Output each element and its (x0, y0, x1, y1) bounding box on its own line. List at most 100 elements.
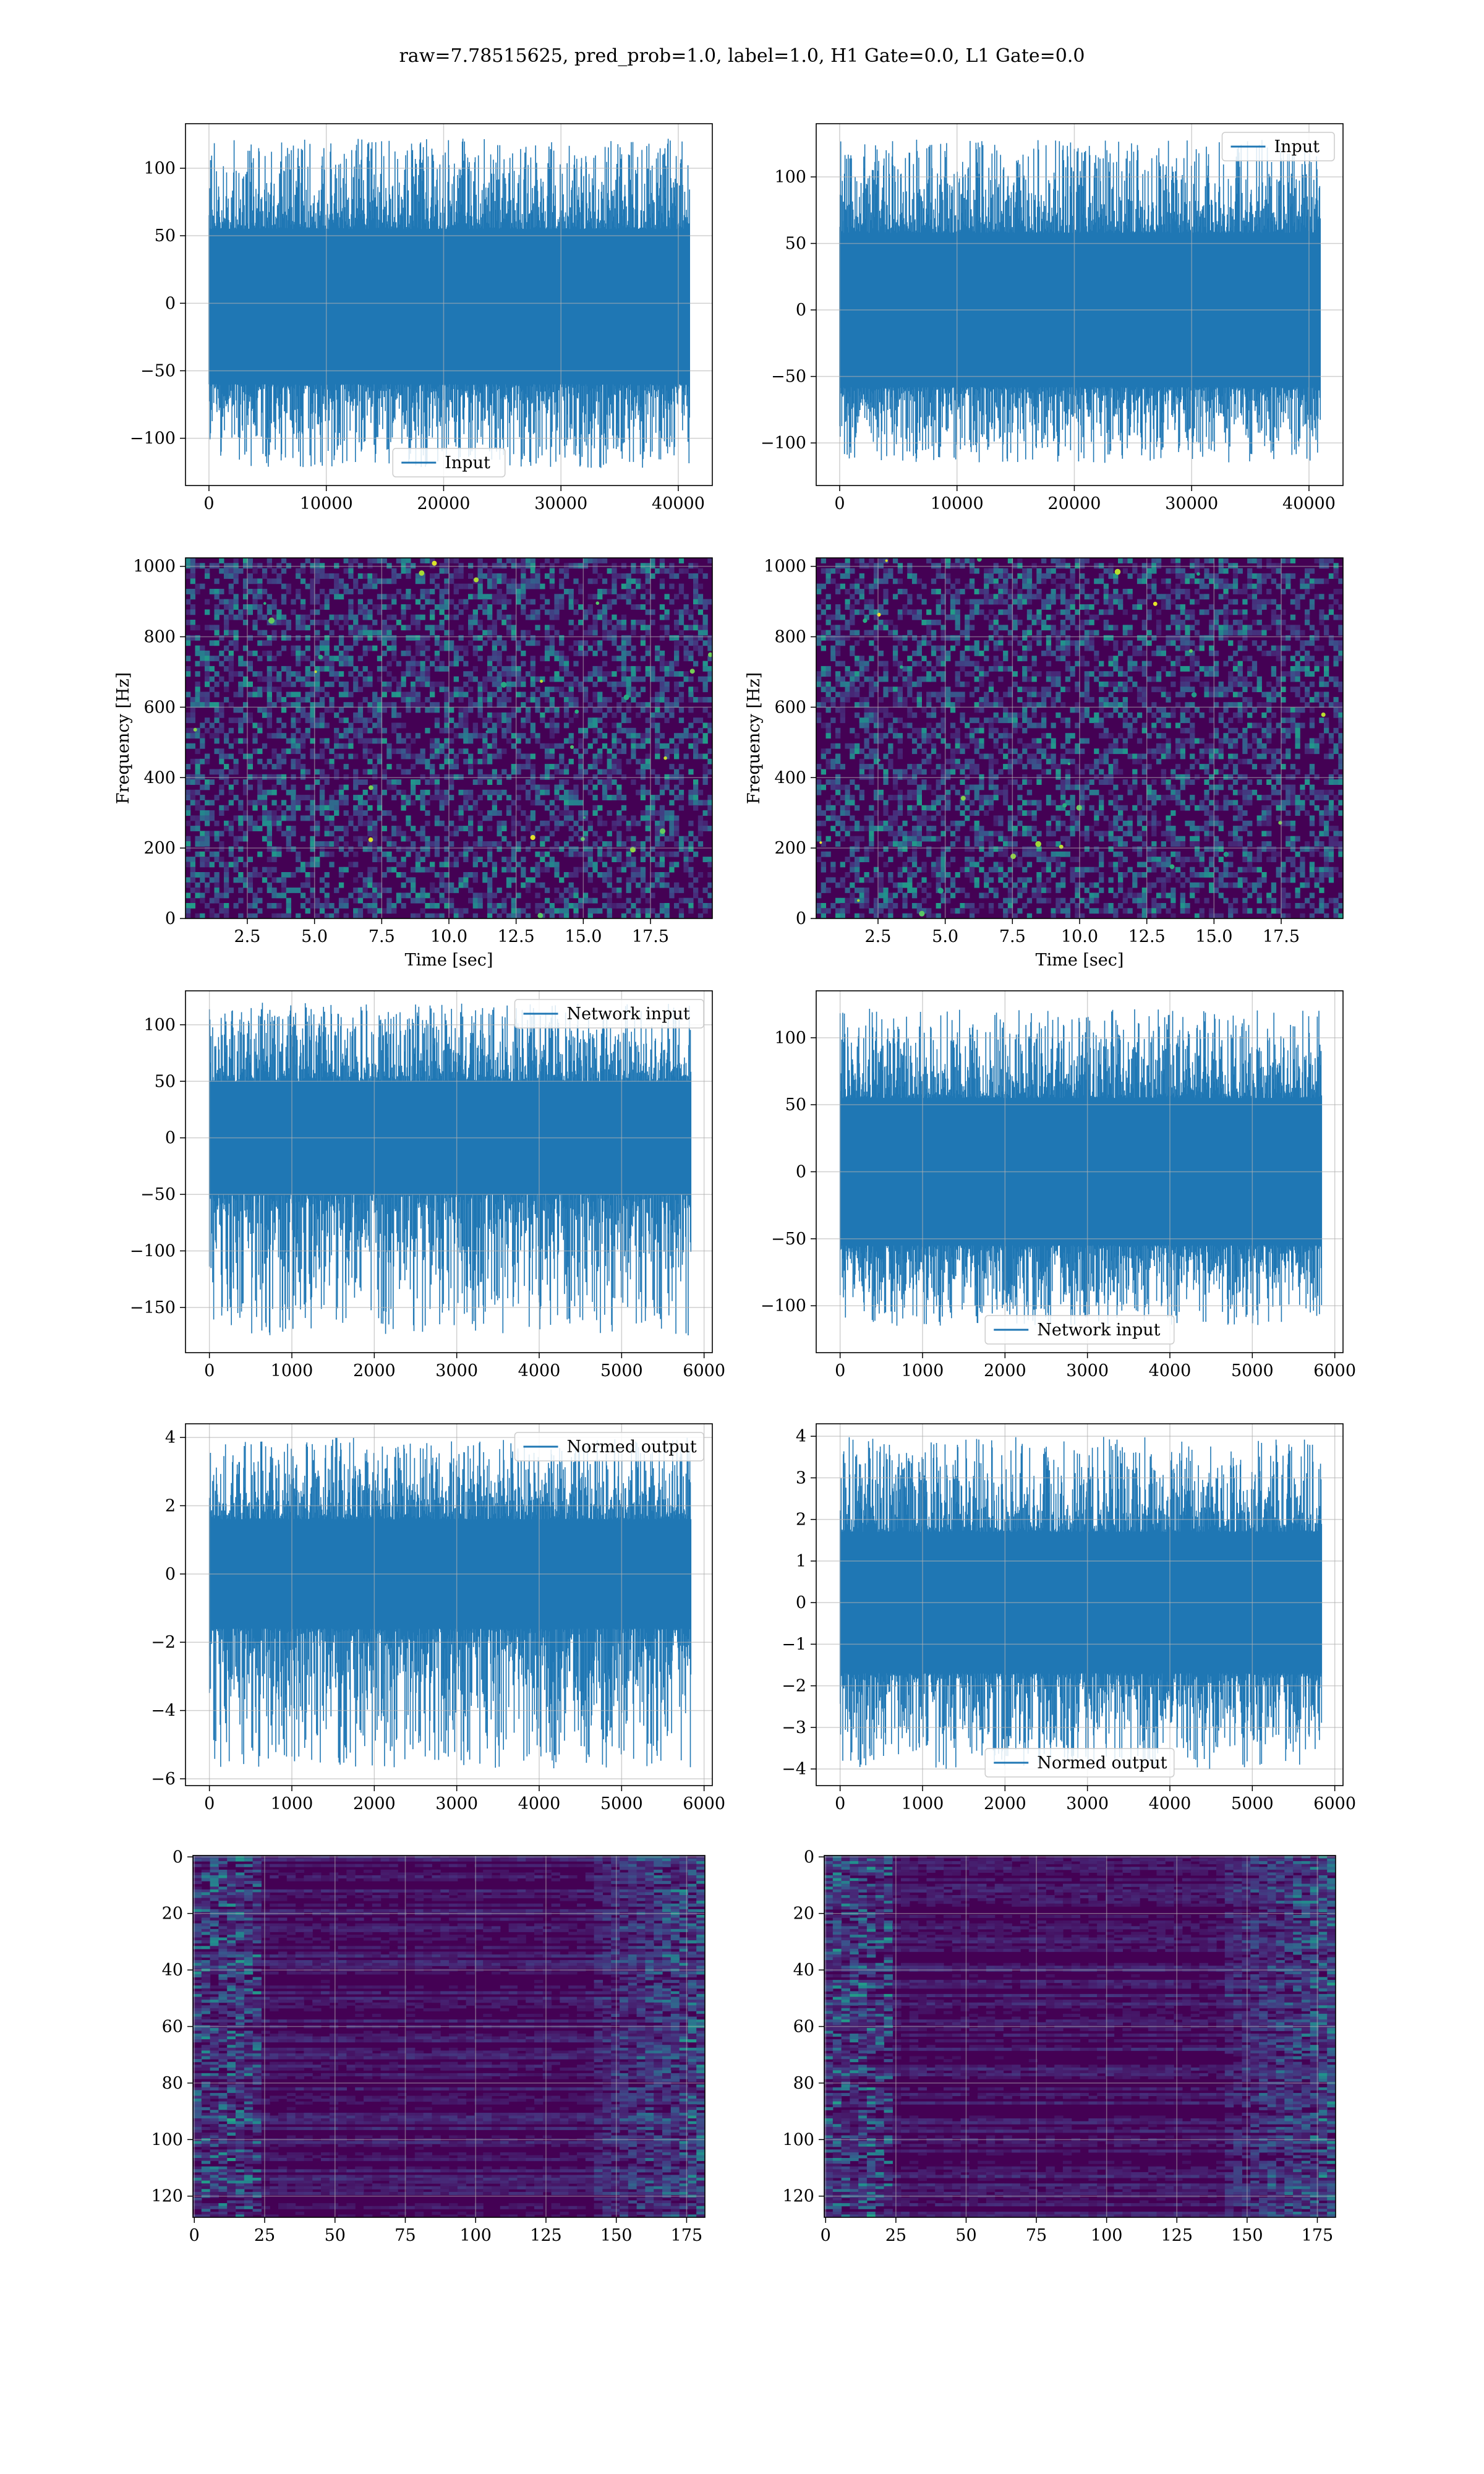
qtransform-l1-ytick-label: 400 (774, 768, 806, 787)
network-input-l1-xtick-label: 0 (835, 1361, 845, 1380)
network-input-l1-xtick-label: 2000 (984, 1361, 1026, 1380)
input-h1-xtick-label: 40000 (652, 494, 705, 513)
normed-output-l1-legend-label: Normed output (1037, 1753, 1167, 1773)
features-l1-xtick-label: 75 (1026, 2226, 1047, 2245)
qtransform-l1-ylabel: Frequency [Hz] (744, 672, 764, 804)
network-input-l1-xtick-label: 5000 (1231, 1361, 1274, 1380)
network-input-h1-legend-label: Network input (567, 1004, 690, 1024)
network-input-h1-ytick-label: 100 (143, 1016, 176, 1035)
input-h1-ytick-label: 50 (155, 226, 176, 246)
network-input-h1-ytick-label: −50 (140, 1185, 176, 1204)
input-l1-xtick-label: 20000 (1048, 494, 1101, 513)
features-h1-ytick-label: 100 (151, 2130, 183, 2149)
normed-output-l1-legend: Normed output (984, 1748, 1175, 1778)
input-h1-ytick-label: 100 (143, 159, 176, 178)
network-input-h1-xtick-label: 5000 (600, 1361, 643, 1380)
network-input-l1-xtick-label: 3000 (1066, 1361, 1109, 1380)
qtransform-l1-ytick-label: 0 (796, 909, 806, 928)
input-l1-xtick-label: 0 (834, 494, 845, 513)
features-h1-xtick-label: 125 (530, 2226, 562, 2245)
qtransform-h1-xtick-label: 12.5 (498, 927, 535, 946)
input-h1-xtick-label: 0 (203, 494, 214, 513)
normed-output-l1-ytick-label: −2 (782, 1677, 806, 1696)
network-input-h1-ytick-label: 0 (165, 1129, 176, 1148)
features-h1-xtick-label: 0 (189, 2226, 200, 2245)
qtransform-l1-xtick-label: 15.0 (1195, 927, 1232, 946)
qtransform-h1-speckle (186, 558, 712, 918)
input-h1-grid (186, 124, 712, 486)
normed-output-l1-xtick-label: 5000 (1231, 1794, 1274, 1813)
features-h1-xtick-label: 25 (254, 2226, 275, 2245)
features-h1-ytick-label: 80 (162, 2074, 183, 2093)
normed-output-h1-ytick-label: −6 (151, 1770, 176, 1789)
features-l1-ytick-label: 100 (782, 2130, 814, 2149)
network-input-h1-xtick-label: 1000 (271, 1361, 313, 1380)
network-input-l1-ticks: 0 1000 2000 3000 4000 5000 6000 −100 −50 0 50 100 (761, 1029, 1356, 1380)
normed-output-h1-ytick-label: −4 (151, 1701, 176, 1721)
panel-input-h1: 0 10000 20000 30000 40000 −100 −50 0 50 100 Input (130, 123, 713, 513)
normed-output-l1-xtick-label: 0 (835, 1794, 845, 1813)
normed-output-h1-xtick-label: 3000 (435, 1794, 478, 1813)
features-l1-xtick-label: 100 (1091, 2226, 1123, 2245)
network-input-h1-ytick-label: 50 (155, 1072, 176, 1091)
network-input-l1-xtick-label: 4000 (1149, 1361, 1192, 1380)
features-l1-xtick-label: 50 (955, 2226, 976, 2245)
network-input-l1-xtick-label: 6000 (1313, 1361, 1356, 1380)
features-h1-ytick-label: 120 (151, 2187, 183, 2206)
network-input-l1-ytick-label: 0 (796, 1163, 806, 1182)
normed-output-l1-ytick-label: −1 (782, 1635, 806, 1654)
qtransform-l1-xtick-label: 2.5 (865, 927, 892, 946)
features-l1-ytick-label: 0 (804, 1847, 814, 1867)
input-l1-ytick-label: 50 (785, 234, 806, 254)
qtransform-h1-ytick-label: 1000 (133, 557, 176, 576)
network-input-l1-grid (816, 991, 1343, 1353)
network-input-h1-ytick-label: −150 (130, 1298, 176, 1317)
features-l1-ytick-label: 20 (793, 1904, 814, 1924)
input-h1-ticks: 0 10000 20000 30000 40000 −100 −50 0 50 100 (130, 159, 705, 513)
normed-output-l1-xtick-label: 4000 (1149, 1794, 1192, 1813)
qtransform-l1-xtick-label: 5.0 (932, 927, 958, 946)
features-l1-ytick-label: 80 (793, 2074, 814, 2093)
normed-output-l1-ytick-label: 0 (796, 1593, 806, 1612)
normed-output-l1-frame (816, 1423, 1344, 1786)
features-l1-ytick-label: 40 (793, 1961, 814, 1980)
normed-output-h1-ytick-label: −2 (151, 1633, 176, 1652)
network-input-h1-xtick-label: 3000 (435, 1361, 478, 1380)
network-input-h1-xtick-label: 6000 (683, 1361, 725, 1380)
input-h1-ytick-label: 0 (165, 294, 176, 313)
network-input-l1-ytick-label: 100 (774, 1029, 806, 1048)
network-input-l1-legend: Network input (984, 1315, 1175, 1345)
normed-output-l1-ytick-label: 4 (796, 1427, 806, 1446)
normed-output-l1-grid (816, 1424, 1343, 1786)
qtransform-h1-ytick-label: 200 (143, 839, 176, 858)
normed-output-l1-xtick-label: 3000 (1066, 1794, 1109, 1813)
features-l1-ytick-label: 120 (782, 2187, 814, 2206)
input-h1-xtick-label: 20000 (417, 494, 471, 513)
qtransform-l1-ytick-label: 200 (774, 839, 806, 858)
features-h1-ticks: 0 25 50 75 100 125 150 175 0 20 40 60 80 100 120 (151, 1847, 702, 2245)
features-l1-xtick-label: 25 (885, 2226, 906, 2245)
features-l1-grid (824, 1856, 1336, 2217)
features-h1-plot-area (193, 1856, 705, 2217)
panel-qtransform-l1: 2.5 5.0 7.5 10.0 12.5 15.0 17.5 0 200 400 600 800 10… (744, 557, 1344, 970)
features-h1-xtick-label: 50 (325, 2226, 346, 2245)
features-h1-xtick-label: 175 (671, 2226, 703, 2245)
input-h1-legend-label: Input (445, 453, 490, 473)
features-h1-xtick-label: 100 (459, 2226, 492, 2245)
input-h1-frame (185, 123, 713, 486)
input-l1-xtick-label: 40000 (1282, 494, 1336, 513)
input-h1-ytick-label: −100 (130, 429, 176, 448)
features-h1-ytick-label: 20 (162, 1904, 183, 1924)
panel-normed-output-h1: 0 1000 2000 3000 4000 5000 6000 −6 −4 −2 0 2 4 Normed… (151, 1423, 725, 1813)
input-l1-xtick-label: 30000 (1165, 494, 1218, 513)
normed-output-l1-xtick-label: 2000 (984, 1794, 1026, 1813)
network-input-h1-grid (186, 991, 712, 1353)
qtransform-l1-ytick-label: 1000 (764, 557, 806, 576)
normed-output-h1-xtick-label: 4000 (518, 1794, 561, 1813)
input-h1-plot-area (208, 139, 690, 468)
input-h1-ytick-label: −50 (140, 361, 176, 380)
features-h1-frame (192, 1855, 706, 2218)
normed-output-l1-ticks: 0 1000 2000 3000 4000 5000 6000 −4 −3 −2 −1 0 1 2 3 4 (782, 1427, 1356, 1813)
features-l1-ytick-label: 60 (793, 2018, 814, 2037)
normed-output-h1-legend-label: Normed output (567, 1437, 697, 1457)
